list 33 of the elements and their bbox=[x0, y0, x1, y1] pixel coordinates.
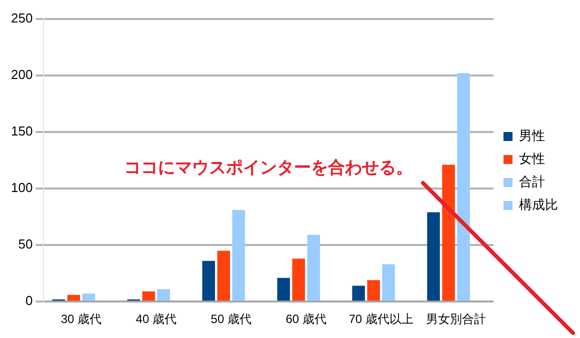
y-tick-label: 100 bbox=[10, 180, 33, 196]
bar bbox=[232, 210, 245, 301]
x-tick-label: 60 歳代 bbox=[286, 312, 326, 326]
x-tick-label: 50 歳代 bbox=[210, 312, 252, 326]
bar bbox=[217, 250, 230, 301]
bar bbox=[457, 73, 470, 301]
legend-label: 合計 bbox=[519, 174, 545, 190]
y-tick-label: 250 bbox=[10, 10, 33, 26]
bar bbox=[82, 294, 96, 301]
bar bbox=[367, 280, 380, 301]
bar bbox=[442, 164, 455, 301]
bar bbox=[202, 260, 215, 301]
y-tick-label: 0 bbox=[25, 293, 33, 308]
y-tick-label: 150 bbox=[10, 124, 33, 138]
bar bbox=[352, 286, 365, 301]
bar bbox=[142, 291, 156, 301]
y-tick-label: 200 bbox=[10, 66, 33, 82]
bar bbox=[427, 212, 440, 301]
x-tick-label: 40 歳代 bbox=[136, 312, 176, 326]
x-tick-label: 70 歳代以上 bbox=[348, 312, 414, 326]
legend-label: 男性 bbox=[519, 128, 545, 144]
x-tick-label: 30 歳代 bbox=[60, 312, 102, 326]
bar bbox=[382, 264, 395, 301]
y-tick-label: 50 bbox=[18, 236, 33, 252]
bar bbox=[67, 294, 80, 301]
legend-label: 構成比 bbox=[519, 197, 558, 212]
annotation: ココにマウスポインターを合わせる。 bbox=[124, 158, 414, 178]
bar bbox=[157, 289, 170, 301]
legend-label: 女性 bbox=[519, 151, 545, 166]
bar bbox=[277, 278, 290, 301]
bar bbox=[292, 258, 305, 301]
x-tick-label: 男女別合計 bbox=[426, 312, 486, 326]
bar bbox=[307, 234, 320, 301]
